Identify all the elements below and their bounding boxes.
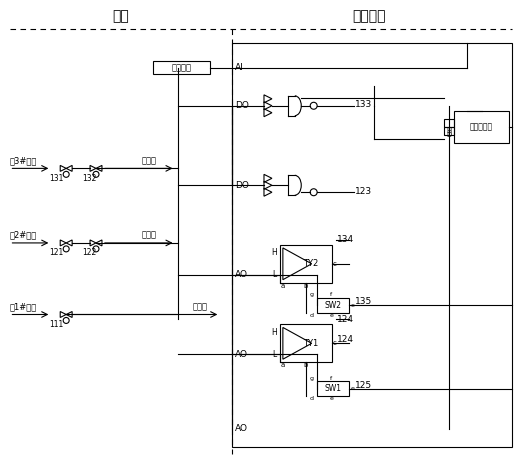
Text: 125: 125: [355, 381, 373, 389]
Text: a: a: [281, 362, 285, 368]
Text: 135: 135: [355, 297, 373, 306]
Text: e: e: [350, 386, 354, 391]
Text: 131: 131: [49, 174, 64, 183]
Bar: [232, 43, 513, 447]
Text: H: H: [271, 249, 277, 257]
Text: 111: 111: [49, 320, 63, 329]
Text: DO: DO: [235, 101, 249, 110]
Text: H: H: [271, 328, 277, 337]
Text: 122: 122: [82, 249, 96, 257]
Text: 121: 121: [49, 249, 63, 257]
Text: c: c: [333, 261, 337, 267]
Text: DO: DO: [235, 181, 249, 190]
Text: SW2: SW2: [325, 301, 341, 310]
Text: 123: 123: [355, 187, 373, 196]
Text: SW1: SW1: [325, 384, 341, 393]
Text: AO: AO: [235, 424, 248, 433]
Text: AO: AO: [235, 270, 248, 279]
Text: AO: AO: [235, 350, 248, 359]
Text: H: H: [446, 128, 452, 134]
Bar: [317, 298, 349, 312]
Bar: [317, 381, 349, 396]
Text: 现场: 现场: [112, 9, 129, 23]
Text: c: c: [333, 340, 337, 346]
Text: 燃料气: 燃料气: [141, 156, 156, 165]
Text: 温度控制器: 温度控制器: [470, 122, 493, 131]
Text: 124: 124: [337, 335, 353, 344]
Bar: [152, 61, 210, 74]
Text: 燃料气: 燃料气: [141, 231, 156, 239]
Text: 134: 134: [337, 236, 354, 244]
Text: D: D: [446, 132, 452, 138]
Text: f: f: [330, 376, 332, 381]
Bar: [280, 324, 331, 362]
Text: d: d: [310, 313, 314, 318]
Text: 卓2#火嘴: 卓2#火嘴: [9, 231, 37, 239]
Bar: [454, 111, 509, 143]
Text: 卓1#火嘴: 卓1#火嘴: [9, 302, 37, 311]
Bar: [444, 127, 454, 134]
Text: TY2: TY2: [303, 259, 318, 268]
Text: 133: 133: [355, 100, 373, 109]
Text: d: d: [310, 396, 314, 401]
Text: 燃料气: 燃料气: [193, 302, 208, 311]
Text: 控制系统: 控制系统: [352, 9, 386, 23]
Text: g: g: [310, 376, 314, 381]
Text: b: b: [303, 362, 308, 368]
Text: L: L: [272, 270, 276, 279]
Text: f: f: [330, 292, 332, 297]
Text: e: e: [329, 396, 333, 401]
Bar: [444, 119, 454, 127]
Text: e: e: [329, 313, 333, 318]
Bar: [280, 245, 331, 283]
Text: e: e: [350, 303, 354, 308]
Text: g: g: [310, 292, 314, 297]
Text: 132: 132: [82, 174, 96, 183]
Text: 124: 124: [337, 315, 353, 324]
Text: b: b: [303, 283, 308, 289]
Text: a: a: [281, 283, 285, 289]
Text: 温度检测: 温度检测: [172, 63, 192, 72]
Text: 卓3#火嘴: 卓3#火嘴: [9, 156, 37, 165]
Text: L: L: [272, 350, 276, 359]
Text: AI: AI: [235, 63, 244, 73]
Text: TY1: TY1: [303, 339, 318, 348]
